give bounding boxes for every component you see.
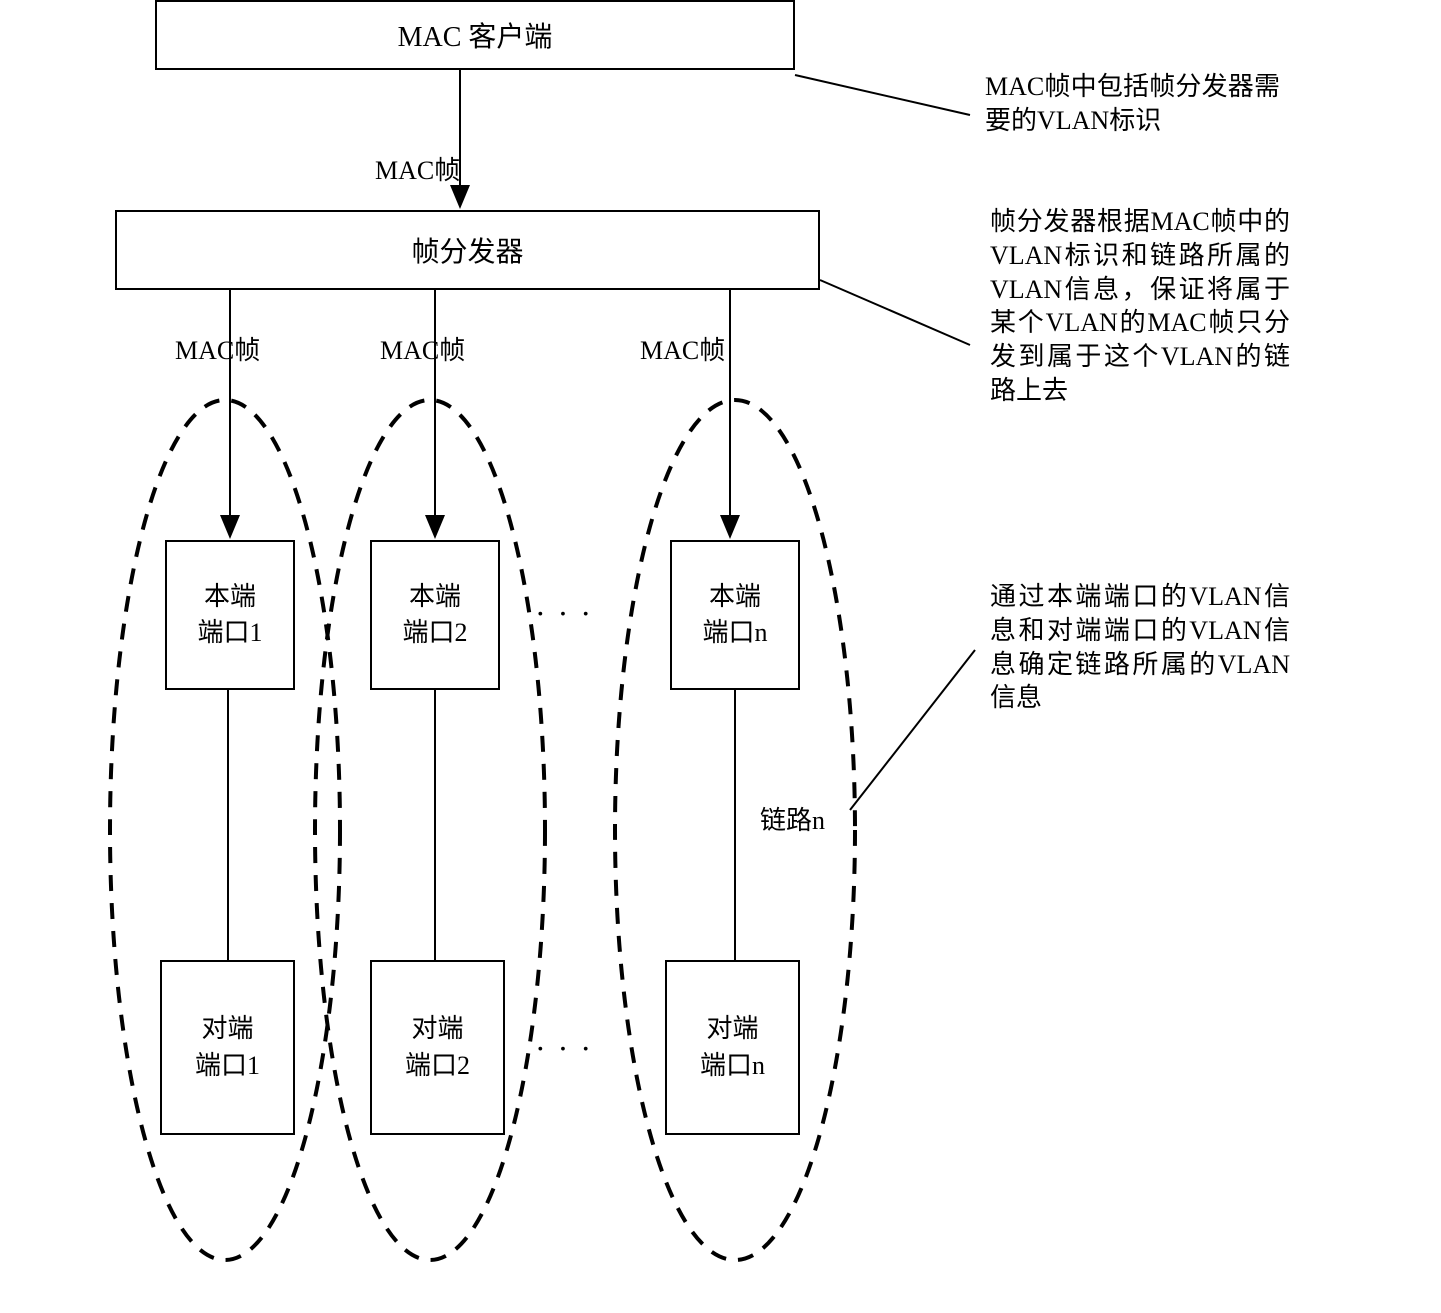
note-link-vlan-info: 通过本端端口的VLAN信息和对端端口的VLAN信息确定链路所属的VLAN信息 [990, 580, 1290, 715]
local-port-2-l2: 端口2 [402, 618, 467, 647]
remote-port-n: 对端 端口n [665, 960, 800, 1135]
remote-port-n-l1: 对端 [706, 1014, 758, 1043]
local-port-n-l1: 本端 [709, 582, 761, 611]
remote-port-2: 对端 端口2 [370, 960, 505, 1135]
local-port-1-l1: 本端 [204, 582, 256, 611]
local-port-2: 本端 端口2 [370, 540, 500, 690]
local-port-n-l2: 端口n [702, 618, 767, 647]
frame-distributor-label: 帧分发器 [411, 230, 523, 270]
connector-note1 [795, 75, 970, 115]
mac-client-box: MAC 客户端 [155, 0, 795, 70]
frame-distributor-box: 帧分发器 [115, 210, 820, 290]
remote-port-1-l1: 对端 [201, 1014, 253, 1043]
mac-frame-label-2: MAC帧 [380, 330, 465, 367]
remote-port-n-l2: 端口n [700, 1051, 765, 1080]
remote-port-1: 对端 端口1 [160, 960, 295, 1135]
mac-frame-label-1: MAC帧 [175, 330, 260, 367]
remote-port-1-l2: 端口1 [195, 1051, 260, 1080]
ellipsis-top: ··· [535, 595, 603, 632]
link-n-label: 链路n [760, 800, 825, 837]
connector-note3 [850, 650, 975, 810]
remote-port-2-l1: 对端 [411, 1014, 463, 1043]
local-port-1-l2: 端口1 [197, 618, 262, 647]
mac-frame-label-n: MAC帧 [640, 330, 725, 367]
local-port-2-l1: 本端 [409, 582, 461, 611]
connector-note2 [820, 280, 970, 345]
mac-client-label: MAC 客户端 [398, 15, 553, 55]
local-port-1: 本端 端口1 [165, 540, 295, 690]
mac-frame-label-top: MAC帧 [375, 150, 460, 187]
note-mac-frame-vlan: MAC帧中包括帧分发器需要的VLAN标识 [985, 70, 1280, 138]
remote-port-2-l2: 端口2 [405, 1051, 470, 1080]
local-port-n: 本端 端口n [670, 540, 800, 690]
ellipsis-bottom: ··· [535, 1030, 603, 1067]
note-distributor-logic: 帧分发器根据MAC帧中的VLAN标识和链路所属的VLAN信息，保证将属于某个VL… [990, 205, 1290, 408]
